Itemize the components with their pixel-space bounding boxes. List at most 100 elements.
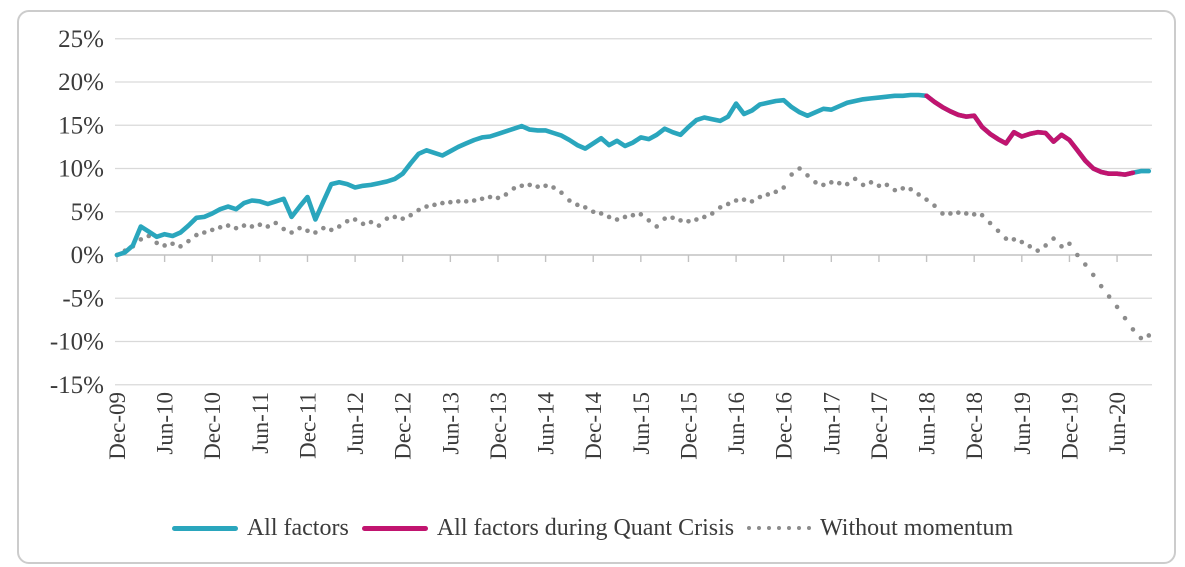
without-momentum-dot [646,218,652,223]
without-momentum-dot [233,225,239,231]
without-momentum-dot [567,198,572,203]
without-momentum-dot [781,185,787,190]
without-momentum-dot [598,211,604,216]
without-momentum-dot [662,216,667,221]
without-momentum-dot [336,224,342,229]
y-axis-label: 0% [71,242,104,269]
without-momentum-dot [963,211,969,216]
x-axis-label: Dec-12 [391,392,416,460]
x-axis-label: Jun-14 [534,392,559,455]
without-momentum-dot [257,222,263,228]
without-momentum-dot [1083,262,1088,267]
without-momentum-dot [368,219,374,225]
without-momentum-dot [432,202,437,208]
without-momentum-dot [273,220,279,226]
y-axis-label: 15% [58,112,104,139]
without-momentum-dot [741,197,747,202]
without-momentum-dot [670,215,675,221]
without-momentum-dot [852,176,858,182]
x-axis-label: Jun-17 [819,392,844,455]
without-momentum-dot [328,227,334,233]
without-momentum-dot [757,194,763,200]
legend-dot [757,526,762,530]
without-momentum-dot [479,196,485,202]
without-momentum-dot [995,228,1001,234]
without-momentum-dot [352,217,358,222]
without-momentum-dot [1098,283,1104,289]
x-axis-label: Jun-20 [1105,392,1130,455]
without-momentum-dot [384,216,390,221]
without-momentum-dot [471,198,477,203]
without-momentum-dot [535,184,540,189]
without-momentum-dot [892,187,898,193]
without-momentum-dot [376,223,382,228]
without-momentum-dot [1027,244,1033,249]
without-momentum-dot [638,212,644,217]
without-momentum-dot [1059,244,1064,249]
without-momentum-dot [344,218,350,224]
without-momentum-dot [956,210,961,215]
without-momentum-dot [733,198,739,203]
without-momentum-dot [717,205,723,210]
without-momentum-dot [162,243,167,248]
without-momentum-dot [321,225,326,231]
without-momentum-dot [606,214,612,220]
without-momentum-dot [987,220,993,226]
without-momentum-dot [622,214,628,220]
without-momentum-dot [805,173,810,178]
without-momentum-dot [448,199,453,205]
y-axis-label: 20% [58,69,104,96]
y-axis-label: 5% [71,199,104,226]
x-axis-label: Dec-10 [200,392,225,460]
x-axis-label: Dec-17 [867,392,892,460]
y-axis-label: -15% [50,372,104,399]
x-axis-label: Jun-19 [1010,392,1035,455]
chart-legend: All factors All factors during Quant Cri… [0,506,1185,550]
without-momentum-dot [313,230,318,235]
without-momentum-dot [297,225,302,231]
without-momentum-dot [1035,248,1040,253]
without-momentum-dot [194,232,199,238]
without-momentum-dot [1011,237,1017,242]
x-axis-label: Dec-19 [1057,392,1082,460]
without-momentum-dot [519,183,525,189]
x-axis-label: Jun-13 [438,392,463,455]
without-momentum-dot [654,224,660,229]
without-momentum-dot [789,172,794,177]
y-axis-label: -5% [62,285,104,312]
without-momentum-dot [971,212,977,217]
without-momentum-dot [725,201,731,207]
x-axis-label: Jun-10 [153,392,178,455]
all-factors-line [114,92,1152,258]
without-momentum-dot [709,211,715,216]
quant-crisis-line [924,93,1136,177]
without-momentum-dot [1122,315,1128,321]
without-momentum-dot [1114,304,1120,310]
legend-dot [807,526,812,530]
without-momentum-dot [948,211,953,216]
x-axis-label: Jun-16 [724,392,749,455]
dotted-line-icon [747,526,812,530]
x-axis-label: Dec-15 [676,392,701,460]
x-axis-label: Jun-11 [248,392,273,454]
without-momentum-dot [749,199,755,204]
without-momentum-dot [154,240,159,246]
legend-dot [767,526,772,530]
legend-label-all-factors: All factors [246,514,349,541]
without-momentum-dot [773,189,779,195]
chart-canvas: 25% 20% 15% 10% 5% 0% -5% -10% -15%Dec-09 Jun-10 D… [50,26,1152,460]
without-momentum-dot [868,180,874,185]
x-axis-label: Dec-16 [772,392,797,460]
y-axis-label: 25% [58,26,104,53]
without-momentum-dot [876,183,882,189]
without-momentum-dot [289,230,294,235]
legend-dot [787,526,792,530]
without-momentum-dot [265,224,271,229]
without-momentum-dot [884,182,890,188]
without-momentum-dot [908,186,913,192]
without-momentum-dot [1106,294,1112,299]
without-momentum-dot [940,211,945,216]
without-momentum-dot [630,212,636,218]
without-momentum-dot [392,214,398,220]
without-momentum-dot [559,190,564,196]
